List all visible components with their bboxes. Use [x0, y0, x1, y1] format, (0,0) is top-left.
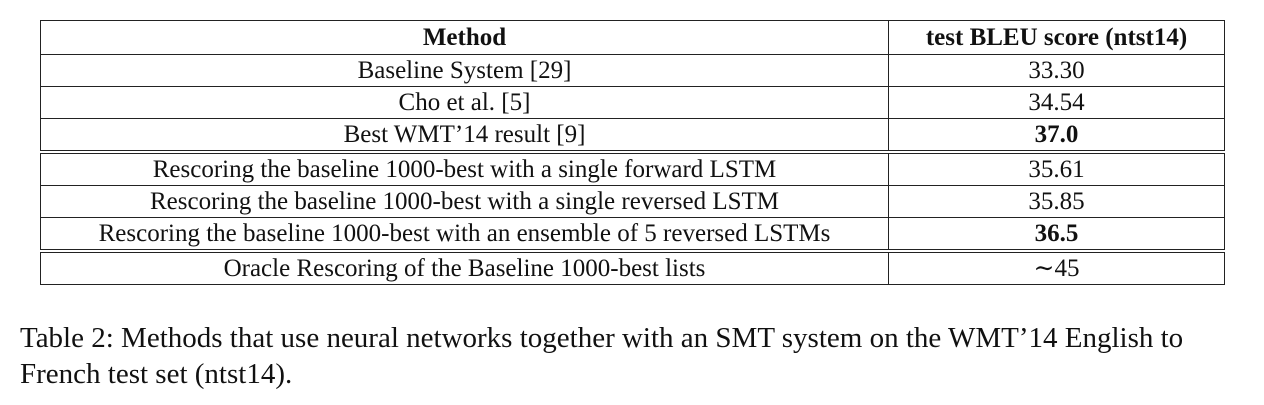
- score-cell: 37.0: [888, 118, 1225, 153]
- table-row: Best WMT’14 result [9] 37.0: [40, 118, 1225, 153]
- header-score: test BLEU score (ntst14): [888, 20, 1225, 55]
- table-caption: Table 2: Methods that use neural network…: [20, 322, 1184, 390]
- results-table: Method test BLEU score (ntst14) Baseline…: [40, 20, 1225, 285]
- method-cell: Best WMT’14 result [9]: [40, 118, 889, 153]
- header-method: Method: [40, 20, 889, 55]
- results-table-container: Method test BLEU score (ntst14) Baseline…: [40, 20, 1225, 285]
- score-cell: 34.54: [888, 86, 1225, 119]
- method-cell: Baseline System [29]: [40, 54, 889, 87]
- table-row: Baseline System [29] 33.30: [40, 54, 1225, 87]
- score-cell: 35.61: [888, 150, 1225, 186]
- method-cell: Cho et al. [5]: [40, 86, 889, 119]
- table-row: Cho et al. [5] 34.54: [40, 86, 1225, 119]
- table-row: Rescoring the baseline 1000-best with a …: [40, 185, 1225, 218]
- table-body: Baseline System [29] 33.30 Cho et al. [5] 3…: [40, 54, 1225, 285]
- score-cell: 36.5: [888, 217, 1225, 252]
- method-cell: Rescoring the baseline 1000-best with an…: [40, 217, 889, 252]
- score-cell: ∼45: [888, 249, 1225, 285]
- score-cell: 35.85: [888, 185, 1225, 218]
- table-row: Rescoring the baseline 1000-best with a …: [40, 150, 1225, 186]
- table-header-row: Method test BLEU score (ntst14): [40, 20, 1225, 55]
- method-cell: Oracle Rescoring of the Baseline 1000-be…: [40, 249, 889, 285]
- table-row: Rescoring the baseline 1000-best with an…: [40, 217, 1225, 252]
- table-row: Oracle Rescoring of the Baseline 1000-be…: [40, 249, 1225, 285]
- method-cell: Rescoring the baseline 1000-best with a …: [40, 150, 889, 186]
- method-cell: Rescoring the baseline 1000-best with a …: [40, 185, 889, 218]
- score-cell: 33.30: [888, 54, 1225, 87]
